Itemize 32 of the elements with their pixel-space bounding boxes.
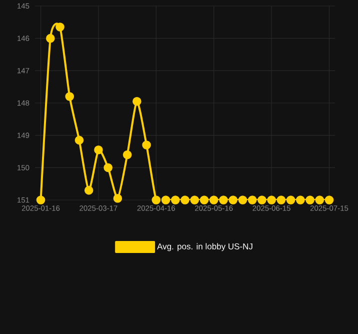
- point: [65, 92, 74, 101]
- point: [36, 196, 46, 204]
- point: [315, 196, 324, 204]
- point: [190, 196, 200, 204]
- point: [132, 96, 142, 106]
- point: [238, 196, 248, 204]
- point: [267, 196, 276, 204]
- point: [94, 145, 103, 154]
- point: [296, 196, 305, 204]
- point: [306, 196, 314, 204]
- point: [142, 140, 151, 150]
- point: [161, 196, 170, 204]
- point: [258, 196, 266, 204]
- point: [104, 163, 112, 172]
- point: [152, 196, 161, 204]
- point: [122, 150, 132, 160]
- point: [219, 196, 228, 204]
- legend-label: Avg. pos. in lobby US-NJ: [157, 243, 252, 252]
- point: [84, 186, 94, 195]
- point: [276, 196, 286, 204]
- point: [46, 34, 55, 43]
- point: [74, 136, 84, 145]
- point: [286, 196, 296, 204]
- point: [228, 196, 238, 204]
- point: [248, 196, 257, 204]
- point: [324, 196, 334, 204]
- point: [180, 196, 190, 204]
- point: [113, 194, 122, 203]
- point: [200, 196, 209, 204]
- point: [209, 196, 218, 204]
- point: [56, 22, 64, 32]
- point: [170, 196, 180, 204]
